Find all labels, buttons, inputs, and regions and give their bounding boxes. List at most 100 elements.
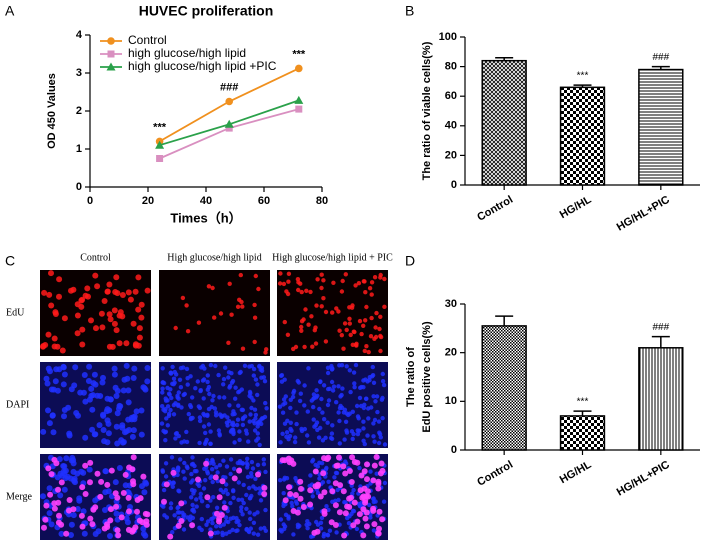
nucleus [336,410,341,415]
nucleus [239,505,244,510]
nucleus [307,487,314,494]
nucleus [290,504,295,509]
nucleus [252,302,257,308]
nucleus [339,289,345,294]
nucleus [279,373,284,378]
nucleus [104,417,111,424]
nucleus [281,522,286,527]
error-bar [573,410,592,416]
nucleus [140,473,147,480]
nucleus [237,437,242,443]
nucleus [255,471,261,478]
legend-label: high glucose/high lipid +PIC [128,59,277,73]
nucleus [206,422,212,427]
nucleus [92,531,99,537]
nucleus [357,465,362,471]
nucleus [354,403,360,409]
nucleus [208,362,214,368]
nucleus [181,527,187,532]
nucleus [376,508,383,515]
nucleus [368,469,373,474]
nucleus [311,392,317,397]
nucleus [305,433,310,438]
nucleus [166,391,172,396]
nucleus [161,498,167,505]
nucleus [306,322,311,327]
nucleus [362,515,369,522]
nucleus [352,385,357,390]
nucleus [320,470,327,477]
nucleus [205,503,210,509]
nucleus [326,479,331,484]
nucleus [51,500,58,507]
x-tick-label: 0 [87,195,93,207]
nucleus [370,477,377,484]
nucleus [235,422,240,428]
nucleus [189,522,196,529]
nucleus [217,412,223,417]
nucleus [361,405,367,411]
nucleus [70,506,77,513]
nucleus [357,428,362,433]
nucleus [82,491,89,497]
nucleus [171,412,177,417]
nucleus [204,494,211,501]
nucleus [352,381,357,386]
nucleus [311,417,316,422]
nucleus [237,522,242,528]
nucleus [299,289,304,295]
nucleus [248,391,253,396]
nucleus [378,460,385,467]
nucleus [308,289,313,295]
nucleus [43,375,50,382]
nucleus [90,506,97,513]
nucleus [263,507,268,513]
nucleus [203,460,210,467]
nucleus [288,420,293,425]
micrograph [277,454,388,540]
nucleus [218,311,224,316]
nucleus [46,420,53,427]
nucleus [350,508,356,513]
nucleus [201,424,207,429]
micrograph [159,362,270,448]
panel-label: D [405,253,415,269]
nucleus [300,504,307,510]
nucleus [224,464,230,469]
nucleus [344,364,349,369]
nucleus [224,531,229,536]
row-label: DAPI [6,399,29,410]
annotation: *** [577,397,589,408]
nucleus [341,346,346,351]
nucleus [164,416,169,421]
nucleus [347,321,352,326]
nucleus [204,522,209,527]
nucleus [223,365,228,370]
nucleus [364,396,369,401]
nucleus [252,339,257,345]
series-line [159,108,300,160]
nucleus [56,293,62,300]
nucleus [315,277,320,282]
x-tick-label: 80 [316,195,328,207]
nucleus [334,400,339,405]
nucleus [340,463,347,470]
nucleus [337,328,342,333]
nucleus [255,431,260,436]
nucleus [163,429,169,434]
marker [225,124,233,132]
nucleus [333,470,339,476]
nucleus [337,441,342,446]
nucleus [346,468,353,474]
nucleus [244,492,249,498]
nucleus [45,465,52,472]
nucleus [350,409,355,414]
nucleus [350,436,355,442]
nucleus [312,328,317,333]
nucleus [55,486,61,493]
nucleus [315,464,320,469]
nucleus [251,373,256,378]
nucleus [168,370,174,375]
nucleus [363,318,368,323]
nucleus [217,395,222,400]
